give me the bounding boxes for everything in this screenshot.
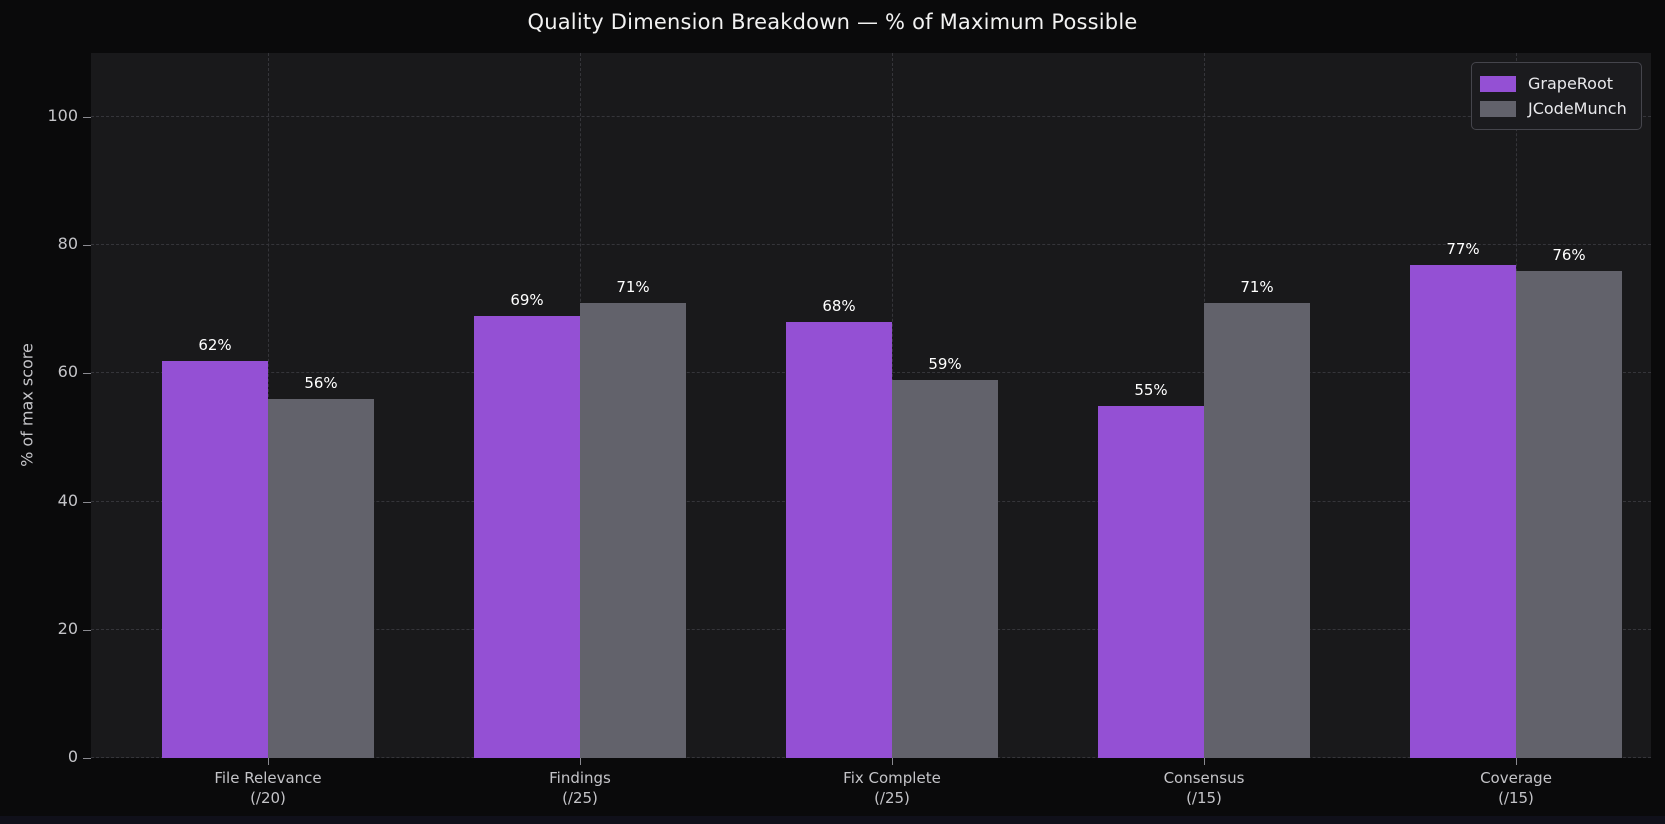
x-tick-label-name: Fix Complete <box>843 769 941 787</box>
bar-value-label-jcodemunch-fix-complete: 59% <box>928 354 962 373</box>
legend-item-jcodemunch: JCodeMunch <box>1480 96 1627 121</box>
x-tick-label-name: Consensus <box>1163 769 1245 787</box>
bar-value-label-graperoot-consensus: 55% <box>1134 380 1168 399</box>
bar-value-label-jcodemunch-file-relevance: 56% <box>304 374 338 393</box>
bar-value-label-jcodemunch-findings: 71% <box>616 277 650 296</box>
bar-value-label-graperoot-file-relevance: 62% <box>198 335 232 354</box>
x-tick-label-file-relevance: File Relevance (/20) <box>138 768 398 808</box>
bar-value-label-graperoot-coverage: 77% <box>1446 239 1480 258</box>
x-tick-mark-findings <box>580 758 581 765</box>
x-tick-mark-coverage <box>1516 758 1517 765</box>
y-tick-mark-0 <box>83 758 91 759</box>
plot-area: 62% 56% 69% 71% 68% 59% 55% 71% 77% 76% <box>91 53 1651 758</box>
x-tick-label-fix-complete: Fix Complete (/25) <box>762 768 1022 808</box>
chart-title: Quality Dimension Breakdown — % of Maxim… <box>527 10 1138 34</box>
x-tick-label-max: (/15) <box>1498 789 1534 807</box>
bar-value-label-graperoot-fix-complete: 68% <box>822 297 856 316</box>
x-tick-label-max: (/25) <box>562 789 598 807</box>
y-tick-label-100: 100 <box>47 106 78 126</box>
x-tick-label-max: (/15) <box>1186 789 1222 807</box>
bar-value-label-graperoot-findings: 69% <box>510 290 544 309</box>
legend-swatch-graperoot <box>1480 75 1516 92</box>
h-gridline-80 <box>91 244 1651 246</box>
x-tick-label-max: (/25) <box>874 789 910 807</box>
y-tick-label-20: 20 <box>57 618 78 638</box>
bar-graperoot-findings <box>474 315 580 758</box>
x-tick-mark-file-relevance <box>268 758 269 765</box>
bar-value-label-jcodemunch-consensus: 71% <box>1240 277 1274 296</box>
y-tick-mark-100 <box>83 117 91 119</box>
x-tick-label-consensus: Consensus (/15) <box>1074 768 1334 808</box>
y-tick-label-60: 60 <box>57 362 78 382</box>
x-tick-label-name: File Relevance <box>214 769 322 787</box>
legend-label-graperoot: GrapeRoot <box>1528 74 1614 93</box>
y-tick-mark-60 <box>83 373 91 375</box>
bar-graperoot-file-relevance <box>162 360 268 758</box>
bar-graperoot-consensus <box>1098 405 1204 758</box>
x-tick-label-name: Findings <box>549 769 611 787</box>
x-tick-mark-fix-complete <box>892 758 893 765</box>
bar-graperoot-coverage <box>1410 264 1516 758</box>
y-tick-label-0: 0 <box>67 747 78 766</box>
legend-label-jcodemunch: JCodeMunch <box>1528 99 1627 118</box>
x-tick-label-coverage: Coverage (/15) <box>1386 768 1646 808</box>
legend-item-graperoot: GrapeRoot <box>1480 71 1627 96</box>
y-tick-mark-80 <box>83 245 91 247</box>
bar-jcodemunch-findings <box>580 302 686 758</box>
bar-jcodemunch-file-relevance <box>268 399 374 758</box>
x-tick-label-findings: Findings (/25) <box>450 768 710 808</box>
bar-value-label-jcodemunch-coverage: 76% <box>1552 245 1586 264</box>
bar-graperoot-fix-complete <box>786 322 892 758</box>
x-tick-label-max: (/20) <box>250 789 286 807</box>
x-tick-label-name: Coverage <box>1480 769 1552 787</box>
legend-swatch-jcodemunch <box>1480 100 1516 117</box>
bar-jcodemunch-consensus <box>1204 302 1310 758</box>
y-tick-label-40: 40 <box>57 490 78 510</box>
y-tick-label-80: 80 <box>57 234 78 254</box>
y-tick-mark-20 <box>83 629 91 631</box>
y-tick-mark-40 <box>83 501 91 503</box>
x-tick-mark-consensus <box>1204 758 1205 765</box>
bar-jcodemunch-fix-complete <box>892 379 998 758</box>
bar-jcodemunch-coverage <box>1516 270 1622 758</box>
h-gridline-100 <box>91 116 1651 118</box>
page-bottom-strip <box>0 816 1665 824</box>
legend: GrapeRoot JCodeMunch <box>1471 62 1642 130</box>
